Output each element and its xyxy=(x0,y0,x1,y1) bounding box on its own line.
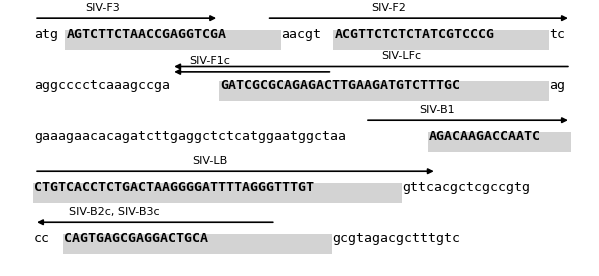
Text: SIV-B1: SIV-B1 xyxy=(419,105,455,115)
FancyBboxPatch shape xyxy=(63,234,332,254)
Text: SIV-F1c: SIV-F1c xyxy=(190,57,231,67)
FancyBboxPatch shape xyxy=(428,132,571,152)
FancyBboxPatch shape xyxy=(65,30,281,51)
Text: gaaagaacacagatcttgaggctctcatggaatggctaa: gaaagaacacagatcttgaggctctcatggaatggctaa xyxy=(34,130,346,143)
Text: SIV-LFc: SIV-LFc xyxy=(381,51,421,61)
Text: SIV-B2c, SIV-B3c: SIV-B2c, SIV-B3c xyxy=(69,207,160,217)
FancyBboxPatch shape xyxy=(334,30,549,51)
Text: aacgt: aacgt xyxy=(281,28,321,41)
FancyBboxPatch shape xyxy=(33,183,403,203)
Text: AGTCTTCTAACCGAGGTCGA: AGTCTTCTAACCGAGGTCGA xyxy=(66,28,226,41)
FancyBboxPatch shape xyxy=(219,81,549,101)
Text: CAGTGAGCGAGGACTGCA: CAGTGAGCGAGGACTGCA xyxy=(64,232,208,245)
Text: ag: ag xyxy=(549,79,565,92)
Text: gttcacgctcgccgtg: gttcacgctcgccgtg xyxy=(403,181,531,194)
Text: atg: atg xyxy=(34,28,58,41)
Text: SIV-F2: SIV-F2 xyxy=(371,3,406,13)
Text: gcgtagacgctttgtc: gcgtagacgctttgtc xyxy=(332,232,460,245)
Text: CTGTCACCTCTGACTAAGGGGATTTTAGGGTTTGT: CTGTCACCTCTGACTAAGGGGATTTTAGGGTTTGT xyxy=(34,181,314,194)
Text: aggcccctcaaagccga: aggcccctcaaagccga xyxy=(34,79,170,92)
Text: tc: tc xyxy=(549,28,565,41)
Text: cc: cc xyxy=(34,232,50,245)
Text: AGACAAGACCAATC: AGACAAGACCAATC xyxy=(429,130,541,143)
Text: SIV-F3: SIV-F3 xyxy=(86,3,120,13)
Text: ACGTTCTCTCTATCGTCCCG: ACGTTCTCTCTATCGTCCCG xyxy=(335,28,495,41)
Text: GATCGCGCAGAGACTTGAAGATGTCTTTGC: GATCGCGCAGAGACTTGAAGATGTCTTTGC xyxy=(220,79,461,92)
Text: SIV-LB: SIV-LB xyxy=(192,156,228,166)
